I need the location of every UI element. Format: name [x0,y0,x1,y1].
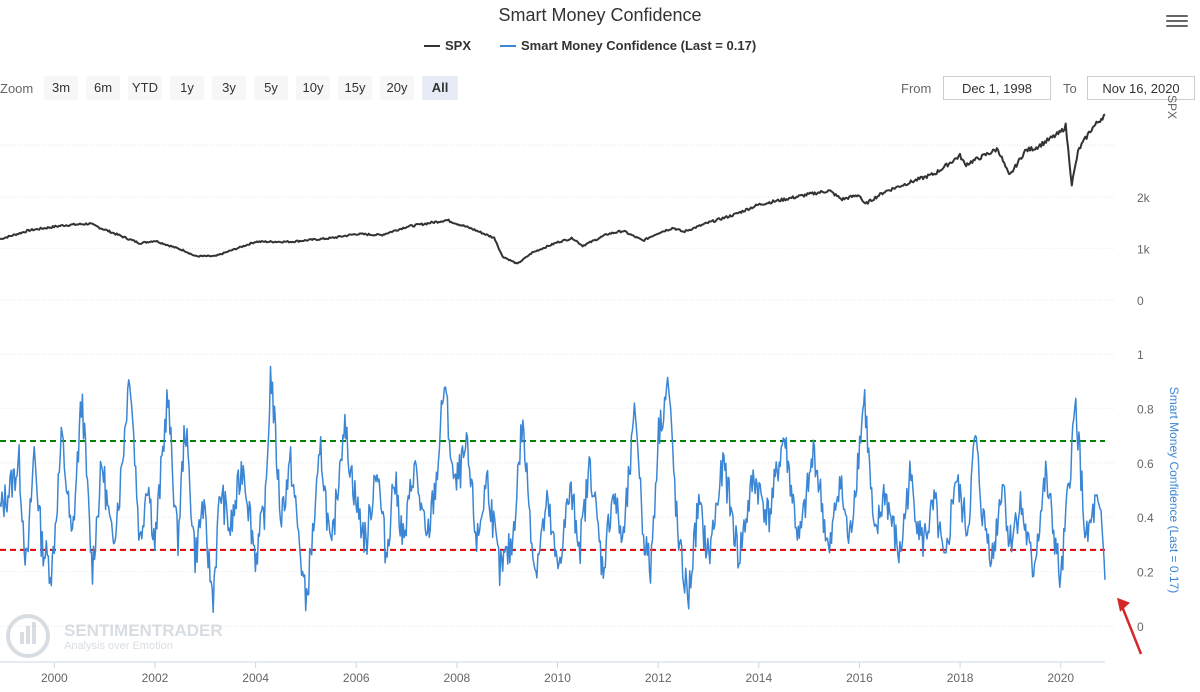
zoom-button-10y[interactable]: 10y [296,76,330,100]
x-tick-label: 2014 [745,671,772,685]
y-axis-title-spx: SPX [1165,95,1179,119]
watermark-logo-icon [6,614,50,658]
watermark-bar [26,626,30,644]
y-tick-label: 0.4 [1137,511,1154,525]
x-tick-label: 2000 [41,671,68,685]
x-tick-label: 2020 [1047,671,1074,685]
watermark: SENTIMENTRADER Analysis over Emotion [6,614,223,658]
zoom-button-3y[interactable]: 3y [212,76,246,100]
menu-bar [1166,15,1188,17]
y-tick-label: 0.8 [1137,402,1154,416]
y-tick-label: 0.2 [1137,566,1154,580]
to-label: To [1063,81,1077,96]
zoom-button-20y[interactable]: 20y [380,76,414,100]
x-tick-label: 2018 [947,671,974,685]
zoom-button-5y[interactable]: 5y [254,76,288,100]
x-tick-label: 2006 [343,671,370,685]
y-tick-label: 0.6 [1137,457,1154,471]
from-label: From [901,81,932,96]
zoom-button-15y[interactable]: 15y [338,76,372,100]
legend-item-smart-money[interactable]: Smart Money Confidence (Last = 0.17) [500,38,756,53]
legend-label-smart-money: Smart Money Confidence (Last = 0.17) [521,38,757,53]
x-tick-label: 2004 [242,671,269,685]
watermark-tagline: Analysis over Emotion [64,640,173,652]
watermark-name: SENTIMENTRADER [64,621,223,640]
y-tick-label: 1 [1137,348,1144,362]
y-tick-label: 0 [1137,294,1144,308]
series-line-smart-money [0,365,1106,613]
zoom-button-3m[interactable]: 3m [44,76,78,100]
legend-swatch-smart-money [500,44,516,47]
zoom-button-ytd[interactable]: YTD [128,76,162,100]
legend-label-spx: SPX [445,38,472,53]
chart-title: Smart Money Confidence [498,5,702,25]
grid-lines [0,144,1115,627]
reference-lines [0,440,1105,551]
zoom-button-all[interactable]: All [422,76,458,100]
zoom-button-6m[interactable]: 6m [86,76,120,100]
hamburger-menu-icon[interactable] [1166,12,1188,32]
legend-item-spx[interactable]: SPX [424,38,471,53]
legend: SPX Smart Money Confidence (Last = 0.17) [0,38,1200,58]
to-date-input[interactable]: Nov 16, 2020 [1087,76,1195,100]
watermark-bar [20,632,24,644]
y-tick-label: 1k [1137,242,1151,256]
menu-bar [1166,25,1188,27]
zoom-button-1y[interactable]: 1y [170,76,204,100]
x-tick-label: 2002 [142,671,169,685]
annotations [1117,597,1143,655]
from-date-input[interactable]: Dec 1, 1998 [943,76,1051,100]
axes: 0 1k 2k SPX 0 0.2 0.4 0.6 0.8 1 Smart Money Confid… [0,95,1181,685]
y-tick-label: 0 [1137,620,1144,634]
series-line-spx [0,113,1106,265]
legend-swatch-spx [424,44,440,47]
x-tick-label: 2010 [544,671,571,685]
menu-bar [1166,20,1188,22]
annotation-arrow-head [1117,597,1130,612]
y-axis-title-smart-money: Smart Money Confidence (Last = 0.17) [1167,387,1181,593]
watermark-bar [32,622,36,644]
x-tick-label: 2012 [645,671,672,685]
annotation-arrow-line [1119,603,1143,655]
x-tick-label: 2016 [846,671,873,685]
series [0,113,1106,613]
y-tick-label: 2k [1137,191,1151,205]
zoom-label: Zoom [0,81,34,96]
x-tick-label: 2008 [444,671,471,685]
